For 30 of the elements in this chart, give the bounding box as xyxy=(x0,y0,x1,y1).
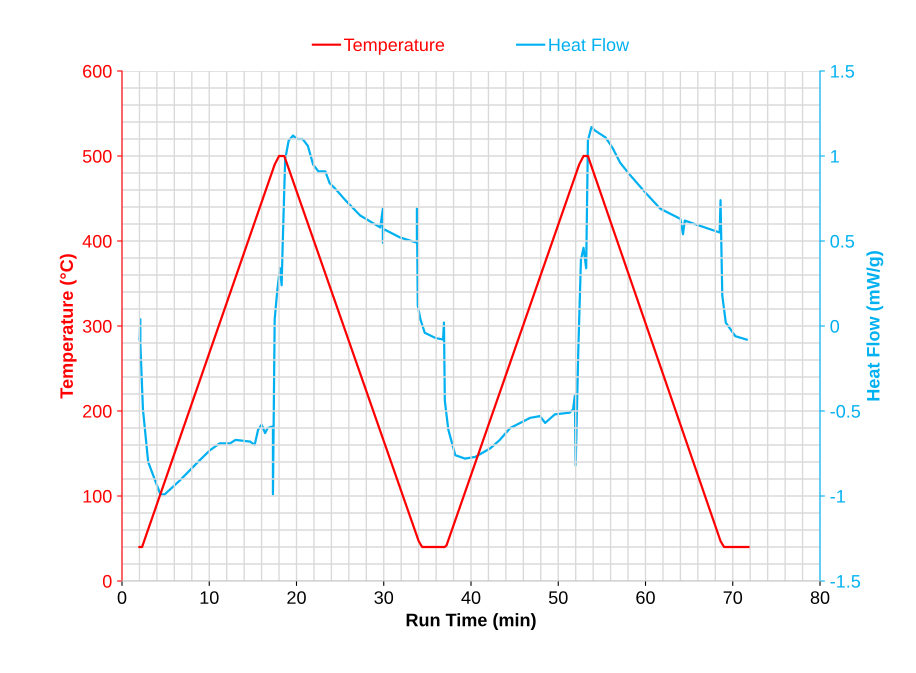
legend-label: Temperature xyxy=(344,38,444,55)
y-tick-label: 400 xyxy=(82,234,112,248)
x-tick-label: 50 xyxy=(548,591,568,604)
y-tick-label: 0 xyxy=(102,574,112,588)
x-tick-label: 20 xyxy=(287,591,306,604)
y2-tick-label: 0 xyxy=(830,320,840,333)
y-tick-label: 100 xyxy=(84,490,112,503)
x-tick-label: 0 xyxy=(118,591,126,604)
y-tick-label: 200 xyxy=(83,404,112,418)
x-axis-title: Run Time (min) xyxy=(406,613,536,630)
x-tick-label: 70 xyxy=(724,591,742,604)
line-series xyxy=(138,126,748,496)
y-tick-label: 600 xyxy=(83,64,112,78)
y2-axis-title: Heat Flow (mW/g) xyxy=(866,251,884,401)
x-tick-label: 10 xyxy=(200,591,219,604)
y2-tick-label: 0.5 xyxy=(830,234,854,248)
y2-tick-label: -1.5 xyxy=(830,575,860,588)
y2-tick-label: 1.5 xyxy=(831,65,854,78)
x-tick-label: 80 xyxy=(810,591,830,604)
y2-tick-label: 1 xyxy=(831,150,839,163)
y2-tick-label: -1 xyxy=(830,490,845,503)
y-tick-label: 300 xyxy=(82,320,112,333)
legend-label: Heat Flow xyxy=(549,38,630,52)
x-tick-label: 40 xyxy=(461,591,480,604)
x-tick-label: 30 xyxy=(374,591,394,604)
y-axis-title: Temperature (°C) xyxy=(60,254,77,398)
y-tick-label: 500 xyxy=(82,150,112,163)
x-tick-label: 60 xyxy=(636,591,655,604)
line-series xyxy=(138,154,750,548)
y2-tick-label: -0.5 xyxy=(830,404,860,418)
